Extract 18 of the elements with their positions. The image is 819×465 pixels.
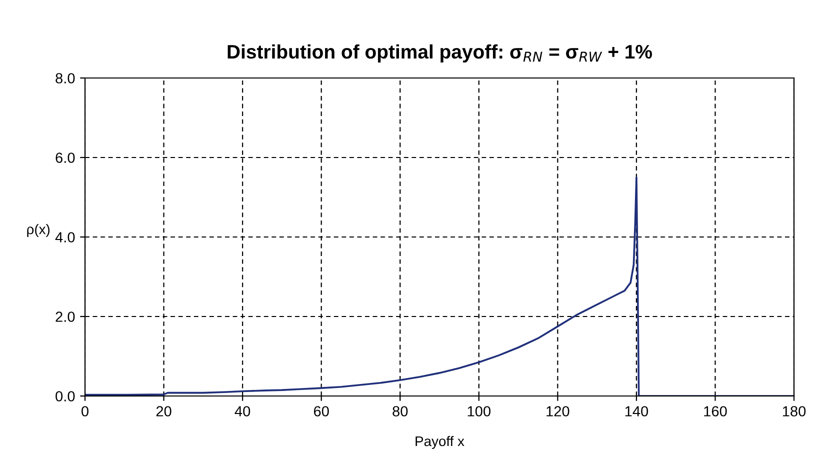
x-axis-title: Payoff x — [416, 436, 464, 449]
y-tick-label: 0.0 — [56, 391, 75, 402]
x-tick-label: 20 — [156, 406, 172, 416]
y-tick-label: 8.0 — [56, 73, 75, 84]
x-tick-label: 120 — [546, 406, 570, 416]
chart-title: Distribution of optimal payoff: σ$_{RN}$ = σ$_{RW}$ + 1% — [228, 44, 652, 62]
x-tick-label: 80 — [392, 406, 408, 416]
x-tick-label: 180 — [782, 406, 806, 416]
x-tick-label: 40 — [234, 406, 250, 416]
x-tick-label: 0 — [82, 406, 88, 416]
x-tick-label: 100 — [468, 406, 490, 416]
y-tick-label: 6.0 — [56, 152, 75, 163]
x-tick-label: 160 — [704, 406, 727, 416]
x-tick-label: 60 — [314, 406, 329, 416]
y-tick-label: 4.0 — [55, 232, 75, 242]
x-tick-label: 140 — [625, 406, 648, 416]
y-axis-title: ρ(x) — [27, 224, 50, 237]
y-tick-label: 2.0 — [56, 312, 75, 322]
